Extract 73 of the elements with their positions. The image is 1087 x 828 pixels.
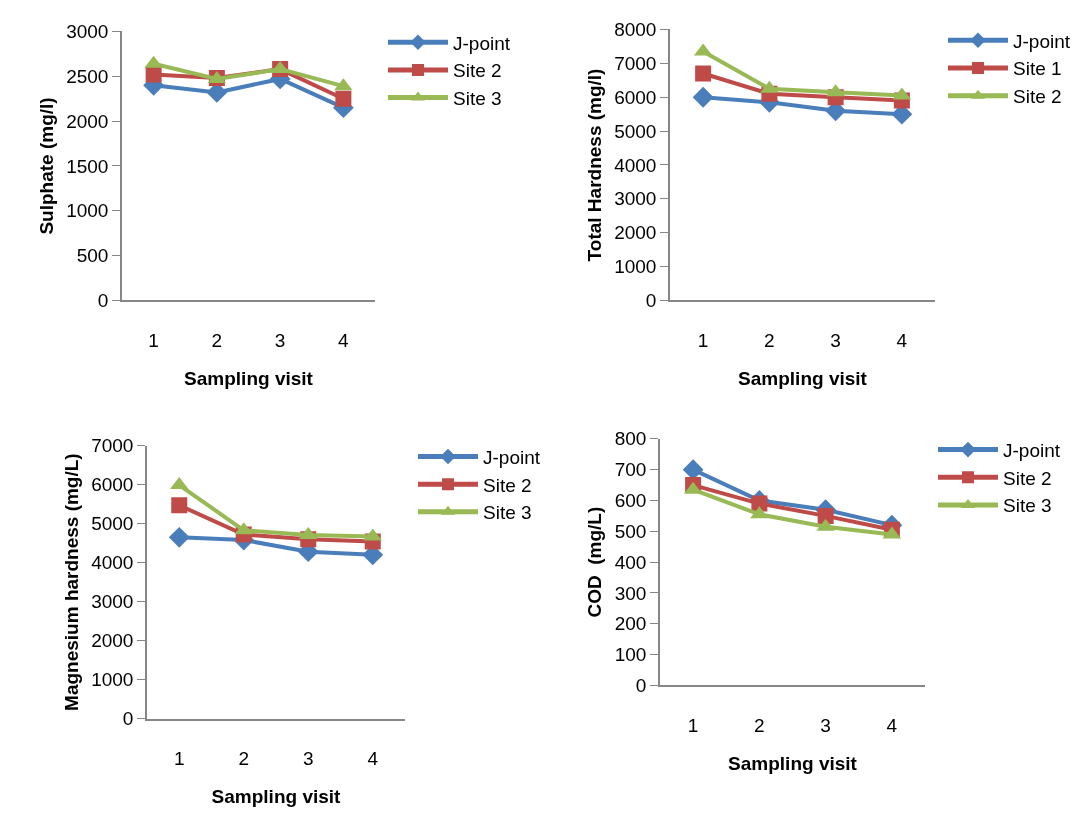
y-tick-label: 500 [76, 245, 109, 267]
y-tick-label: 4000 [91, 552, 134, 574]
y-tick-label: 100 [614, 644, 647, 666]
y-tick-label: 700 [614, 459, 647, 481]
y-tick-label: 0 [122, 708, 134, 730]
y-tick-label: 2500 [66, 65, 109, 87]
y-tick-label: 500 [614, 520, 647, 542]
legend-label: Site 2 [453, 60, 502, 82]
x-tick-label: 1 [173, 748, 185, 770]
x-tick-label: 3 [274, 329, 286, 351]
x-tick-label: 1 [148, 329, 159, 351]
y-tick-label: 4000 [614, 154, 657, 176]
x-tick-label: 1 [697, 329, 709, 351]
y-axis-title: Sulphate (mg/l) [35, 97, 57, 235]
legend-label: Site 2 [1013, 86, 1062, 108]
x-tick-label: 1 [687, 714, 699, 736]
y-tick-label: 6000 [91, 474, 134, 496]
y-tick-label: 600 [614, 490, 647, 512]
y-tick-label: 0 [635, 675, 647, 697]
legend-label: J-point [1003, 440, 1061, 462]
y-axis-title: Total Hardness (mg/l) [583, 68, 605, 262]
y-tick-label: 1000 [66, 200, 109, 222]
x-tick-label: 3 [820, 714, 831, 736]
y-tick-label: 1000 [91, 669, 134, 691]
legend-label: J-point [483, 446, 541, 468]
x-axis-title: Sampling visit [738, 368, 868, 390]
y-tick-label: 5000 [614, 120, 657, 142]
y-tick-label: 200 [614, 613, 647, 635]
point [692, 86, 714, 108]
point [171, 497, 188, 514]
y-tick-label: 3000 [66, 21, 109, 43]
x-axis-title: Sampling visit [211, 786, 342, 808]
y-tick-label: 3000 [91, 591, 134, 613]
y-tick-label: 6000 [614, 86, 657, 108]
y-tick-label: 3000 [614, 188, 657, 210]
x-axis-title: Sampling visit [184, 368, 314, 390]
y-tick-label: 2000 [91, 630, 134, 652]
legend-label: Site 3 [483, 502, 532, 524]
y-tick-label: 1000 [614, 256, 657, 278]
y-tick-label: 5000 [91, 513, 134, 535]
y-tick-label: 7000 [91, 435, 134, 457]
point [695, 65, 712, 82]
y-tick-label: 2000 [66, 110, 109, 132]
legend-label: J-point [453, 32, 511, 54]
x-tick-label: 4 [367, 748, 379, 770]
y-tick-label: 300 [614, 582, 647, 604]
y-tick-label: 0 [97, 290, 109, 312]
y-tick-label: 8000 [614, 19, 657, 41]
y-tick-label: 0 [645, 290, 657, 312]
y-tick-label: 400 [614, 551, 647, 573]
x-tick-label: 2 [764, 329, 775, 351]
y-axis-title: Magnesium hardness (mg/L) [60, 453, 82, 711]
legend-label: Site 3 [453, 88, 502, 110]
y-tick-label: 7000 [614, 53, 657, 75]
legend-label: Site 2 [483, 474, 532, 496]
x-tick-label: 3 [302, 748, 314, 770]
y-tick-label: 800 [614, 428, 647, 450]
legend-label: J-point [1013, 30, 1071, 52]
x-tick-label: 2 [754, 714, 765, 736]
y-axis-title: COD (mg/L) [584, 506, 606, 618]
x-tick-label: 4 [886, 714, 898, 736]
legend-label: Site 1 [1013, 58, 1062, 80]
x-tick-label: 2 [238, 748, 250, 770]
x-tick-label: 2 [211, 329, 223, 351]
legend-label: Site 2 [1003, 467, 1052, 489]
x-tick-label: 4 [338, 329, 350, 351]
y-tick-label: 2000 [614, 222, 657, 244]
legend-label: Site 3 [1003, 495, 1052, 517]
x-axis-title: Sampling visit [728, 753, 858, 775]
x-tick-label: 3 [830, 329, 841, 351]
x-tick-label: 4 [896, 329, 908, 351]
point [168, 526, 190, 548]
y-tick-label: 1500 [66, 155, 109, 177]
